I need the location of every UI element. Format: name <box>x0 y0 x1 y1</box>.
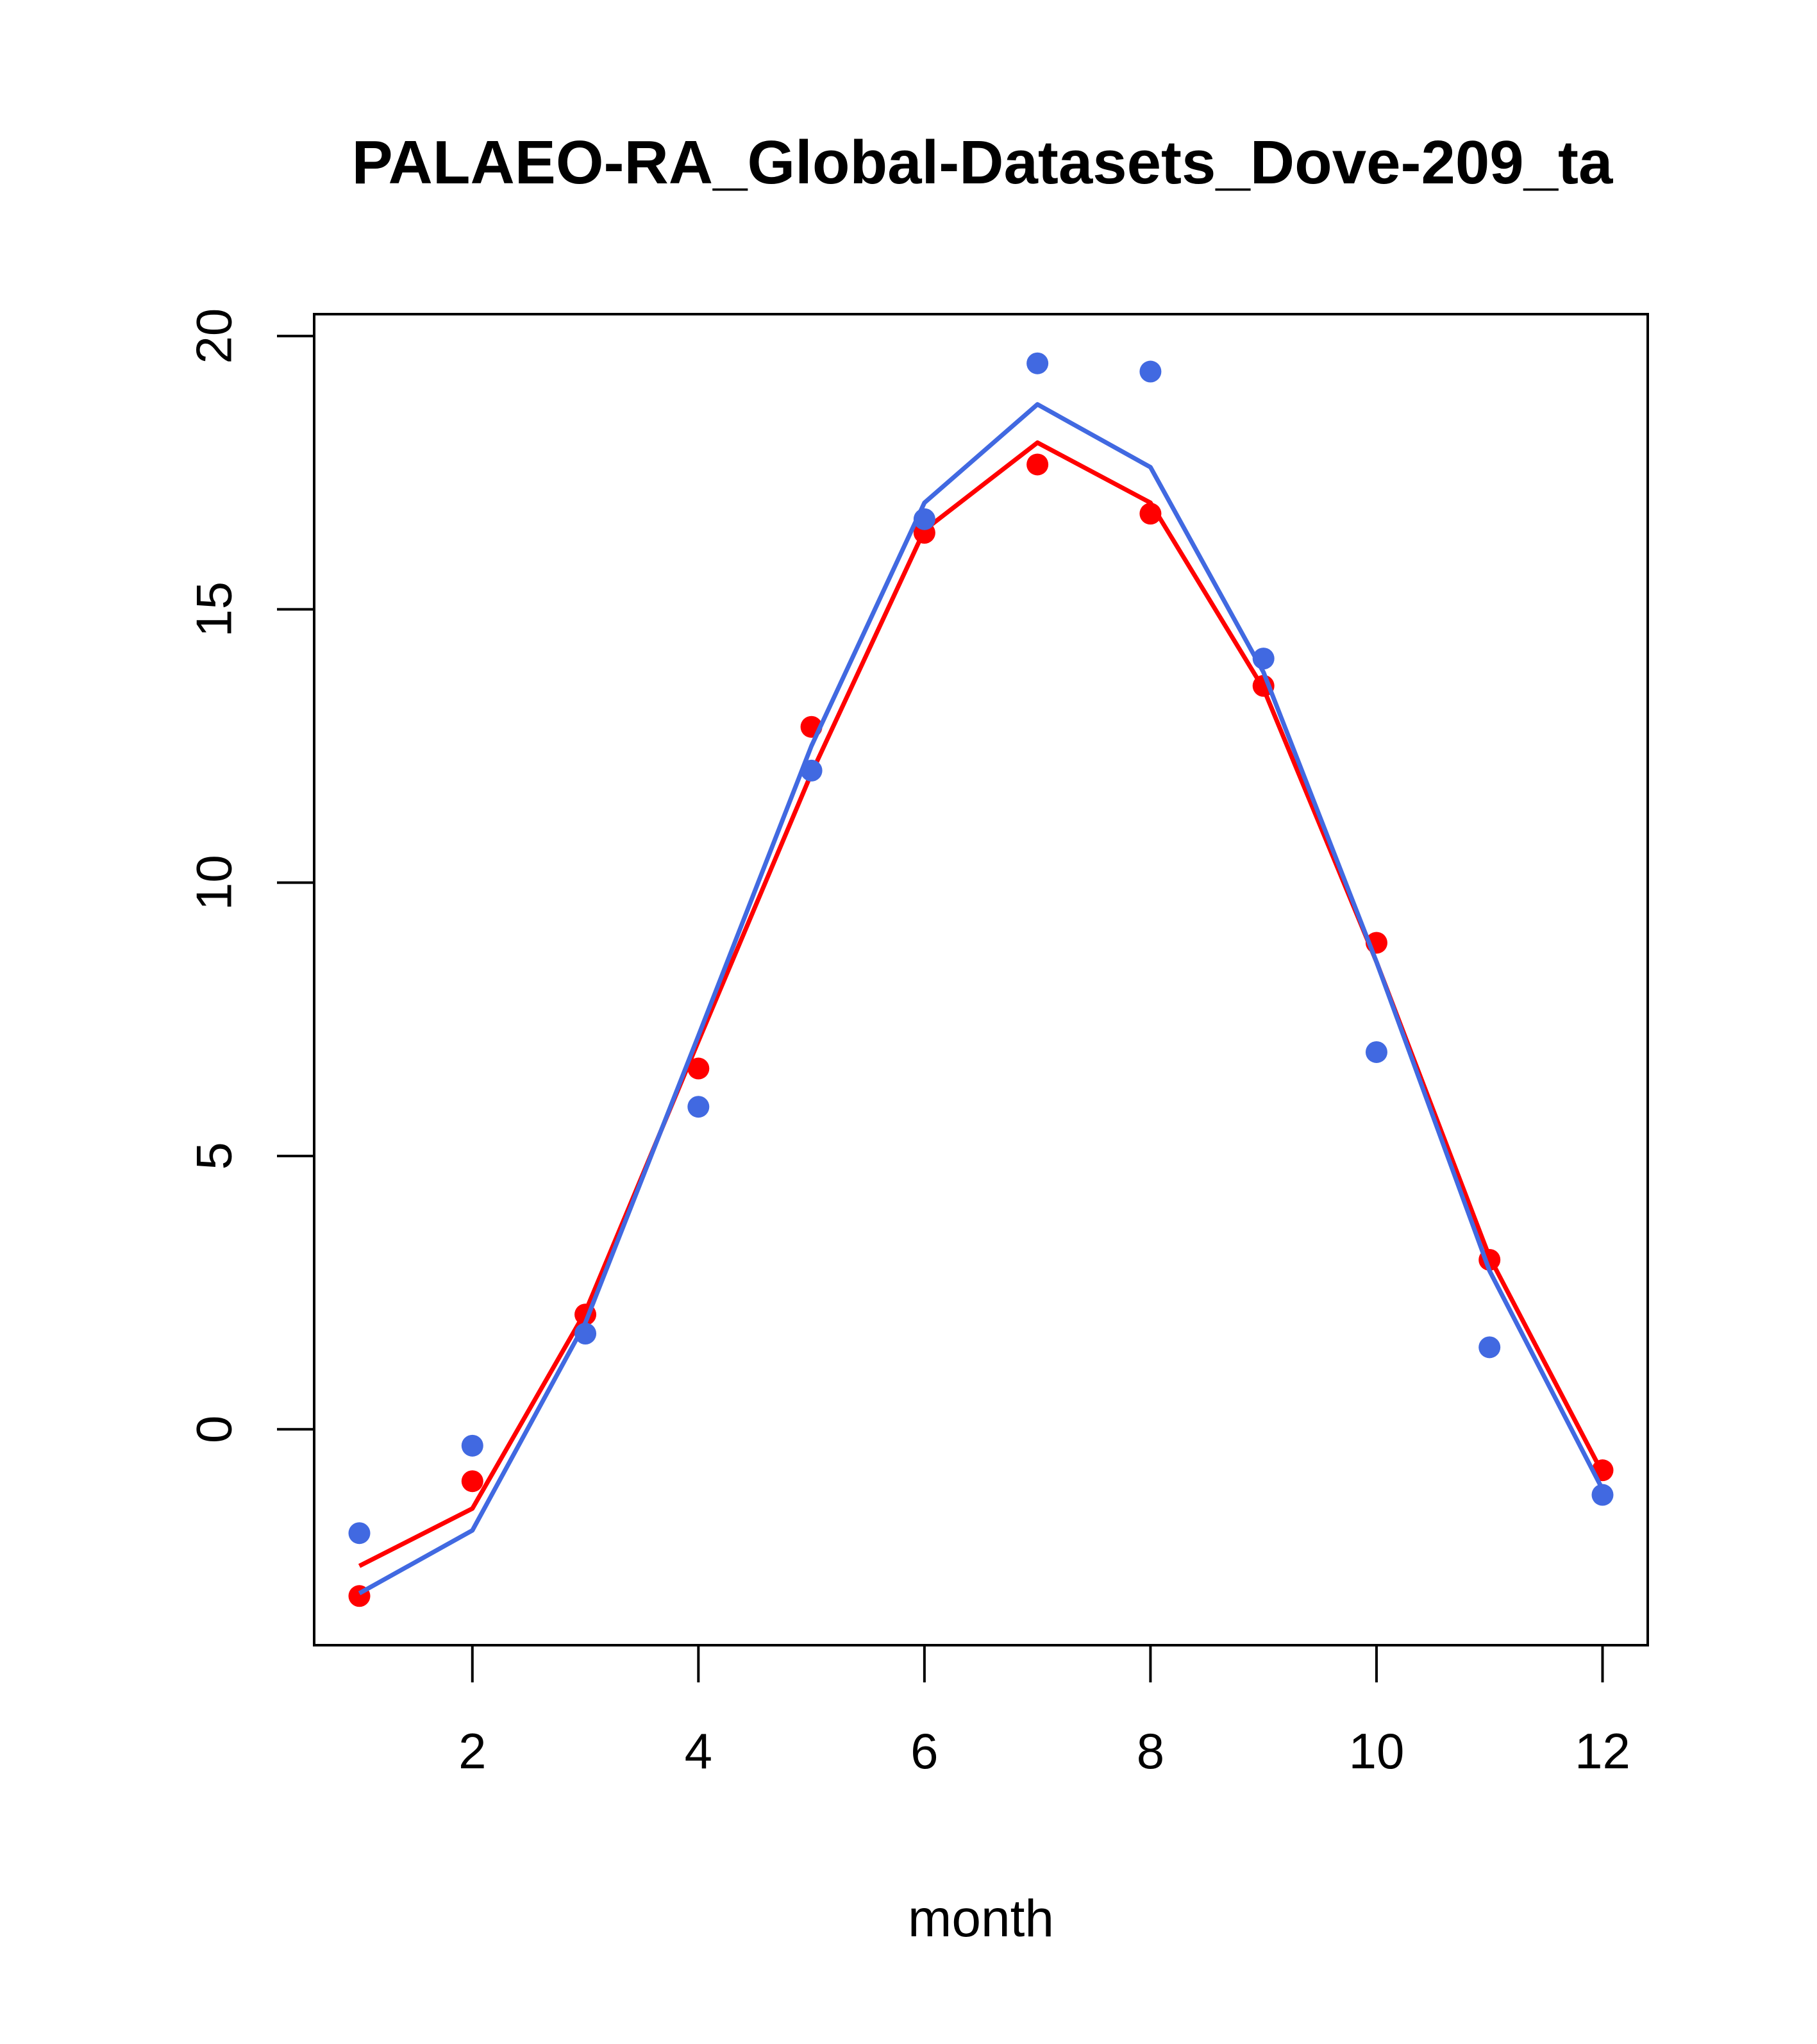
y-axis: 0 5 10 15 20 <box>186 308 315 1443</box>
series-3-point-0 <box>348 1522 371 1545</box>
series-1-point-7 <box>1139 503 1162 525</box>
series-layer <box>348 352 1614 1607</box>
series-3-point-6 <box>1026 352 1049 374</box>
chart-title: PALAEO-RA_Global-Datasets_Dove-209_ta <box>352 128 1613 197</box>
series-1-point-3 <box>687 1057 710 1080</box>
series-3-point-8 <box>1252 648 1275 670</box>
x-tick-label-5: 12 <box>1575 1723 1630 1779</box>
y-tick-label-2: 10 <box>186 855 242 910</box>
x-tick-label-4: 10 <box>1349 1723 1405 1779</box>
series-3-point-5 <box>913 508 935 530</box>
series-3-point-11 <box>1591 1484 1614 1506</box>
x-tick-label-3: 8 <box>1137 1723 1164 1779</box>
series-3-point-10 <box>1478 1336 1501 1359</box>
series-3-point-4 <box>800 759 823 782</box>
x-tick-label-2: 6 <box>910 1723 938 1779</box>
series-3-point-1 <box>461 1434 483 1457</box>
series-3-point-7 <box>1139 360 1162 383</box>
x-axis-label: month <box>908 1889 1054 1948</box>
plot-frame <box>313 313 1649 1646</box>
x-tick-label-0: 2 <box>458 1723 486 1779</box>
y-tick-label-1: 5 <box>186 1142 242 1169</box>
series-1-point-1 <box>461 1470 483 1493</box>
series-1-point-6 <box>1026 453 1049 476</box>
y-tick-label-3: 15 <box>186 582 242 637</box>
x-tick-label-1: 4 <box>685 1723 712 1779</box>
series-3-point-9 <box>1365 1041 1387 1063</box>
y-tick-label-0: 0 <box>186 1416 242 1443</box>
series-2-line <box>358 402 1605 1596</box>
series-3-point-3 <box>687 1096 710 1118</box>
series-3-point-2 <box>574 1323 597 1345</box>
x-axis: 2 4 6 8 10 12 <box>458 1644 1630 1779</box>
y-tick-label-4: 20 <box>186 308 242 364</box>
